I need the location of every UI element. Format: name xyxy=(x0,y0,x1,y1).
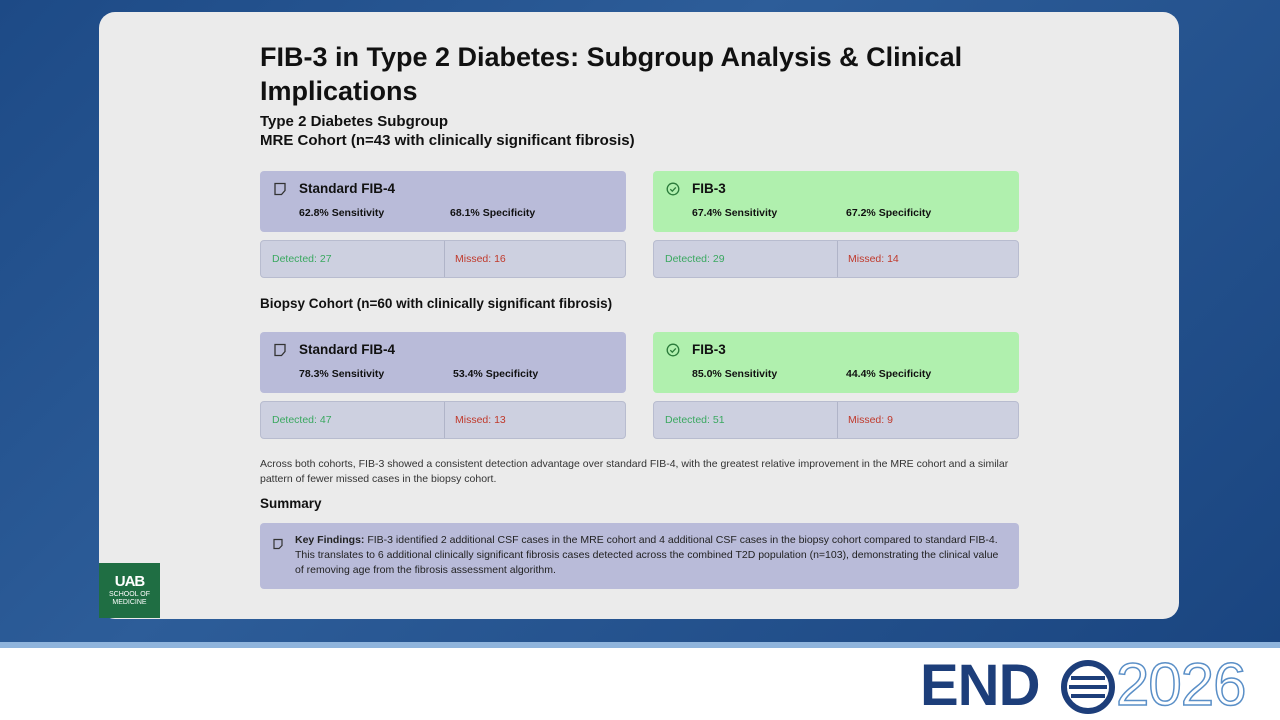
subtitle: Type 2 Diabetes Subgroup xyxy=(260,113,449,130)
detection-row: Detected: 29 Missed: 14 xyxy=(653,240,1019,278)
cohort-heading: MRE Cohort (n=43 with clinically signifi… xyxy=(260,132,635,149)
detection-row: Detected: 27 Missed: 16 xyxy=(260,240,626,278)
divider xyxy=(837,402,838,438)
doc-icon xyxy=(274,182,286,196)
brand: END xyxy=(920,653,1040,718)
key-findings-text: FIB-3 identified 2 additional CSF cases … xyxy=(295,534,999,576)
specificity: 53.4% Specificity xyxy=(453,368,539,380)
sensitivity: 85.0% Sensitivity xyxy=(692,368,778,380)
method-name: FIB-3 xyxy=(692,181,726,196)
method-card: FIB-3 85.0% Sensitivity 44.4% Specificit… xyxy=(653,332,1019,393)
key-findings-label: Key Findings: xyxy=(295,534,365,546)
cohort-heading: Biopsy Cohort (n=60 with clinically sign… xyxy=(260,296,613,311)
summary-heading: Summary xyxy=(260,496,322,511)
divider xyxy=(837,241,838,277)
method-card: Standard FIB-4 78.3% Sensitivity 53.4% S… xyxy=(260,332,626,393)
specificity: 68.1% Specificity xyxy=(450,207,536,219)
sensitivity: 67.4% Sensitivity xyxy=(692,207,778,219)
specificity: 67.2% Specificity xyxy=(846,207,932,219)
key-findings: Key Findings: FIB-3 identified 2 additio… xyxy=(295,533,1007,578)
year: 2026 xyxy=(1115,650,1247,719)
globe-icon xyxy=(1061,660,1115,714)
detected: Detected: 29 xyxy=(665,253,725,265)
check-icon xyxy=(666,343,680,357)
method-card: Standard FIB-4 62.8% Sensitivity 68.1% S… xyxy=(260,171,626,232)
detection-row: Detected: 51 Missed: 9 xyxy=(653,401,1019,439)
sensitivity: 62.8% Sensitivity xyxy=(299,207,385,219)
method-name: Standard FIB-4 xyxy=(299,342,396,357)
uab-logo: UAB SCHOOL OF MEDICINE xyxy=(99,563,160,618)
endo-logo: END 2026 xyxy=(920,650,1270,719)
sensitivity: 78.3% Sensitivity xyxy=(299,368,385,380)
footer-stripe xyxy=(0,642,1280,648)
check-icon xyxy=(666,182,680,196)
detected: Detected: 47 xyxy=(272,414,332,426)
divider xyxy=(444,241,445,277)
specificity: 44.4% Specificity xyxy=(846,368,932,380)
detected: Detected: 27 xyxy=(272,253,332,265)
key-findings-box: Key Findings: FIB-3 identified 2 additio… xyxy=(260,523,1019,589)
note-icon xyxy=(273,538,283,550)
logo-name: UAB xyxy=(114,573,146,590)
logo-school: SCHOOL OF MEDICINE xyxy=(109,591,150,606)
method-name: FIB-3 xyxy=(692,342,726,357)
divider xyxy=(444,402,445,438)
title: FIB-3 in Type 2 Diabetes: Subgroup Analy… xyxy=(260,42,963,106)
missed: Missed: 9 xyxy=(848,414,893,426)
note: Across both cohorts, FIB-3 showed a cons… xyxy=(260,458,1009,485)
missed: Missed: 16 xyxy=(455,253,506,265)
missed: Missed: 13 xyxy=(455,414,506,426)
method-card: FIB-3 67.4% Sensitivity 67.2% Specificit… xyxy=(653,171,1019,232)
method-name: Standard FIB-4 xyxy=(299,181,396,196)
doc-icon xyxy=(274,343,286,357)
detection-row: Detected: 47 Missed: 13 xyxy=(260,401,626,439)
slide-card xyxy=(99,12,1179,619)
detected: Detected: 51 xyxy=(665,414,725,426)
missed: Missed: 14 xyxy=(848,253,899,265)
